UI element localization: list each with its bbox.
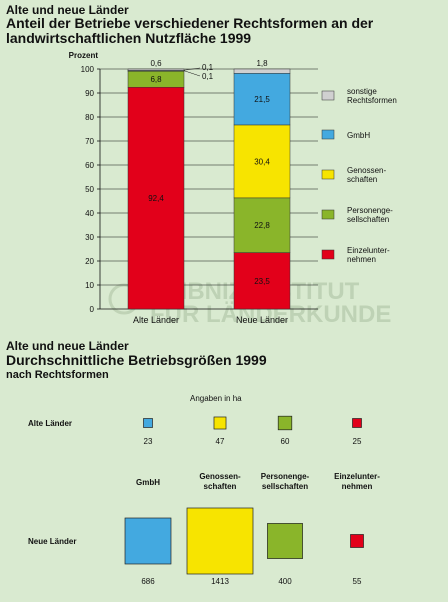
legend-swatch	[321, 169, 335, 180]
value-label: 1413	[211, 577, 229, 586]
column-header: GmbH	[136, 478, 160, 487]
column-header: Personenge-sellschaften	[261, 472, 310, 491]
legend-label: sonstige Rechtsformen	[347, 87, 397, 105]
row-label: Neue Länder	[28, 537, 76, 546]
x-tick-label: Neue Länder	[236, 315, 288, 325]
area-square	[124, 517, 172, 565]
chart1-supertitle: Alte und neue Länder	[6, 3, 129, 17]
legend-swatch	[321, 209, 335, 220]
data-label: 23,5	[254, 277, 270, 286]
chart2-supertitle: Alte und neue Länder	[6, 339, 129, 353]
legend-swatch	[321, 129, 335, 140]
bar-segment	[233, 252, 291, 310]
data-label: 21,5	[254, 95, 270, 104]
value-label: 47	[216, 437, 225, 446]
row-label: Alte Länder	[28, 419, 72, 428]
data-label: 0,6	[150, 59, 162, 68]
y-tick-label: 30	[85, 233, 94, 242]
area-square	[213, 416, 227, 430]
data-label: 6,8	[150, 75, 162, 84]
data-label: 30,4	[254, 157, 270, 166]
value-label: 400	[278, 577, 292, 586]
area-square	[267, 523, 303, 559]
chart2-subtitle: nach Rechtsformen	[6, 369, 109, 381]
bar-segment	[233, 68, 291, 74]
bar-segment	[127, 86, 185, 310]
legend-label: GmbH	[347, 131, 370, 140]
area-square	[186, 507, 254, 575]
y-tick-label: 40	[85, 209, 94, 218]
legend-label: Genossen-schaften	[347, 166, 386, 184]
bar-segment	[233, 124, 291, 199]
value-label: 60	[281, 437, 290, 446]
leader-line	[183, 70, 201, 77]
y-tick-label: 0	[90, 305, 95, 314]
data-label: 1,8	[256, 59, 268, 68]
legend-swatch	[321, 249, 335, 260]
area-square	[277, 415, 293, 431]
leader-line	[183, 67, 201, 71]
y-tick-label: 10	[85, 281, 94, 290]
y-tick-label: 100	[81, 65, 95, 74]
legend-swatch	[321, 90, 335, 101]
y-tick-label: 50	[85, 185, 94, 194]
legend-label: Einzelunter-nehmen	[347, 246, 390, 264]
y-tick-label: 20	[85, 257, 94, 266]
value-label: 25	[353, 437, 362, 446]
area-square	[143, 418, 153, 428]
bar-segment	[233, 197, 291, 253]
bar-segment	[233, 73, 291, 126]
area-square	[352, 418, 362, 428]
area-square	[350, 534, 364, 548]
bar-segment	[127, 68, 185, 71]
y-tick-label: 90	[85, 89, 94, 98]
data-label: 0,1	[202, 72, 214, 81]
chart2-title: Durchschnittliche Betriebsgrößen 1999	[6, 352, 267, 368]
value-label: 23	[144, 437, 153, 446]
value-label: 55	[353, 577, 362, 586]
value-label: 686	[141, 577, 155, 586]
y-tick-label: 60	[85, 161, 94, 170]
legend-label: Personenge-sellschaften	[347, 206, 393, 224]
data-label: 92,4	[148, 194, 164, 203]
data-label: 22,8	[254, 221, 270, 230]
y-tick-label: 70	[85, 137, 94, 146]
data-label: 0,1	[202, 63, 214, 72]
y-axis-label: Prozent	[69, 51, 99, 60]
column-header: Einzelunter-nehmen	[334, 472, 380, 491]
column-header: Genossen-schaften	[199, 472, 241, 491]
y-tick-label: 80	[85, 113, 94, 122]
x-tick-label: Alte Länder	[133, 315, 179, 325]
chart2-note: Angaben in ha	[190, 394, 242, 403]
chart1-title: Anteil der Betriebe verschiedener Rechts…	[6, 15, 374, 46]
